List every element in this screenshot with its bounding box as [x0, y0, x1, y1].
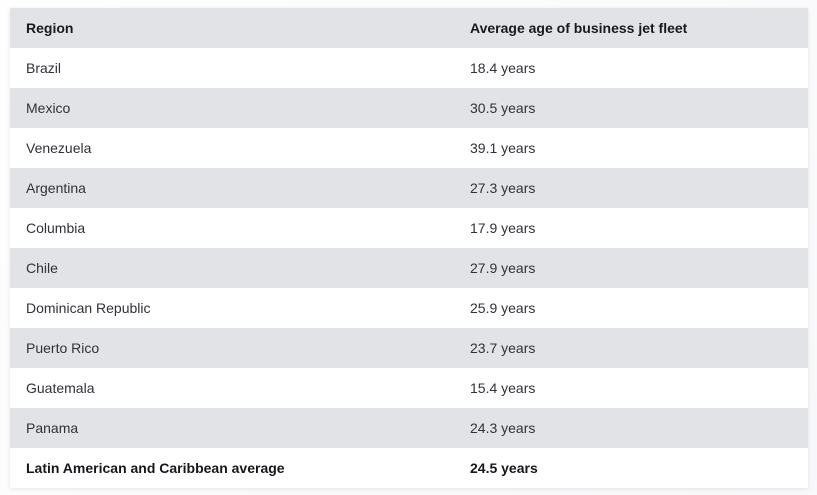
- table-row: Columbia 17.9 years: [10, 208, 808, 248]
- value-cell: 15.4 years: [470, 380, 536, 396]
- value-cell: 17.9 years: [470, 220, 536, 236]
- region-cell: Latin American and Caribbean average: [26, 460, 285, 476]
- region-cell: Panama: [26, 420, 79, 436]
- value-cell: 23.7 years: [470, 340, 536, 356]
- fleet-age-table: Region Average age of business jet fleet…: [10, 8, 808, 488]
- region-cell: Columbia: [26, 220, 86, 236]
- table-row: Guatemala 15.4 years: [10, 368, 808, 408]
- region-cell: Guatemala: [26, 380, 95, 396]
- table-row: Panama 24.3 years: [10, 408, 808, 448]
- region-cell: Mexico: [26, 100, 71, 116]
- value-cell: 25.9 years: [470, 300, 536, 316]
- table-row-average-total: Latin American and Caribbean average 24.…: [10, 448, 808, 488]
- fleet-age-table-card: Region Average age of business jet fleet…: [10, 8, 808, 488]
- table-row: Venezuela 39.1 years: [10, 128, 808, 168]
- table-row: Chile 27.9 years: [10, 248, 808, 288]
- region-cell: Puerto Rico: [26, 340, 100, 356]
- region-cell: Brazil: [26, 60, 62, 76]
- value-cell: 18.4 years: [470, 60, 536, 76]
- table-row: Argentina 27.3 years: [10, 168, 808, 208]
- value-cell: 24.3 years: [470, 420, 536, 436]
- region-cell: Chile: [26, 260, 58, 276]
- region-cell: Dominican Republic: [26, 300, 151, 316]
- value-cell: 30.5 years: [470, 100, 536, 116]
- column-header-region: Region: [10, 8, 454, 48]
- table-row: Brazil 18.4 years: [10, 48, 808, 88]
- value-cell: 24.5 years: [470, 460, 538, 476]
- table-row: Puerto Rico 23.7 years: [10, 328, 808, 368]
- value-cell: 27.3 years: [470, 180, 536, 196]
- region-cell: Argentina: [26, 180, 86, 196]
- column-header-average-age: Average age of business jet fleet: [454, 8, 808, 48]
- table-row: Mexico 30.5 years: [10, 88, 808, 128]
- table-row: Dominican Republic 25.9 years: [10, 288, 808, 328]
- header-row: Region Average age of business jet fleet: [10, 8, 808, 48]
- value-cell: 27.9 years: [470, 260, 536, 276]
- value-cell: 39.1 years: [470, 140, 536, 156]
- region-cell: Venezuela: [26, 140, 92, 156]
